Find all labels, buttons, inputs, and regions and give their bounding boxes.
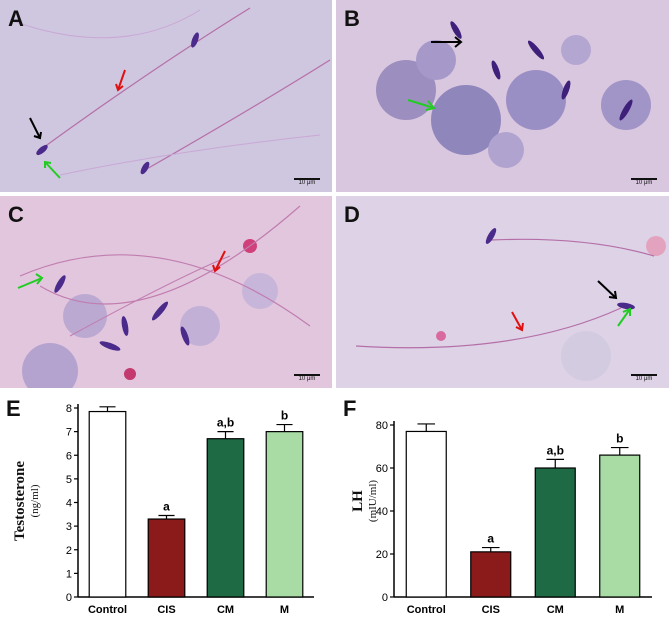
panel-letter-a: A [8,6,24,31]
micrograph-d-image [336,196,669,388]
chart-f-bar-control [405,430,447,598]
scale-bar-a: 10 μm [294,178,320,186]
chart-e-bar-m [265,431,304,598]
micrograph-a-image [0,0,332,192]
panel-letter-c: C [8,202,24,227]
chart-f-bar-cm [534,467,576,598]
chart-f-bar-cis [470,551,512,598]
chart-e-significance-cis: a [163,499,170,513]
chart-e-ylabel: Testosterone (ng/ml) [12,441,48,561]
chart-f-ytick-label-2: 40 [376,506,388,518]
chart-f-significance-cis: a [487,532,494,546]
scale-label-c: 10 μm [298,376,316,382]
chart-letter-f: F [343,396,357,421]
chart-e-ytick-label-3: 3 [66,521,72,533]
chart-f-category-label-cm: CM [547,604,564,616]
scale-bar-d: 10 μm [631,374,657,382]
panel-letter-d: D [344,202,360,227]
chart-e-ytick-label-7: 7 [66,427,72,439]
chart-f-category-label-m: M [615,604,624,616]
chart-f-ytick-label-4: 80 [376,420,388,432]
chart-e-bar-control [88,410,127,598]
chart-e-significance-m: b [281,409,288,423]
chart-f-ylabel-text: LH [350,490,366,512]
scale-label-a: 10 μm [298,180,316,186]
chart-e-ytick-label-6: 6 [66,450,72,462]
micrograph-panel-a: A 10 μm [0,0,332,192]
chart-e-bar-cm [206,438,245,598]
chart-e-ytick-label-5: 5 [66,474,72,486]
chart-e-yunit-text: (ng/ml) [29,484,41,518]
micrograph-c-image [0,196,332,388]
chart-f-ytick-label-0: 0 [382,592,388,604]
chart-f: 0 20 40 60 80 Control CIS a CM a,b Mb [376,420,652,616]
chart-e-ytick-label-2: 2 [66,545,72,557]
chart-f-ytick-label-1: 20 [376,549,388,561]
chart-f-category-label-cis: CIS [482,604,500,616]
chart-letter-e: E [6,396,21,421]
chart-e-category-label-cis: CIS [157,604,175,616]
chart-e-ytick-label-4: 4 [66,498,72,510]
scale-label-b: 10 μm [635,180,653,186]
micrograph-panel-d: D 10 μm [336,196,669,388]
scale-bar-b: 10 μm [631,178,657,186]
scale-label-d: 10 μm [635,376,653,382]
panel-letter-b: B [344,6,360,31]
chart-e-ytick-label-1: 1 [66,568,72,580]
chart-e-bar-cis [147,518,186,598]
micrograph-b-image [336,0,669,192]
chart-e-category-label-cm: CM [217,604,234,616]
chart-e-ylabel-text: Testosterone [12,461,28,541]
scale-bar-c: 10 μm [294,374,320,382]
micrograph-panel-b: B 10 μm [336,0,669,192]
chart-f-bar-m [599,454,641,598]
chart-e-ytick-label-0: 0 [66,592,72,604]
chart-e-ytick-label-8: 8 [66,403,72,415]
chart-f-category-label-control: Control [407,604,446,616]
chart-f-significance-m: b [616,432,623,446]
chart-e-category-label-control: Control [88,604,127,616]
chart-e-significance-cm: a,b [217,416,234,430]
micrograph-panel-c: C 10 μm [0,196,332,388]
chart-f-ytick-label-3: 60 [376,463,388,475]
chart-e-category-label-m: M [280,604,289,616]
chart-e: 0 1 2 3 4 5 6 7 8 Control CIS a CM a,b Mb [66,403,314,616]
chart-f-significance-cm: a,b [547,443,564,457]
